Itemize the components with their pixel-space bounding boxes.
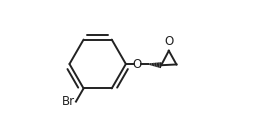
Text: O: O — [164, 35, 173, 48]
Text: O: O — [133, 57, 142, 71]
Text: Br: Br — [62, 95, 75, 108]
